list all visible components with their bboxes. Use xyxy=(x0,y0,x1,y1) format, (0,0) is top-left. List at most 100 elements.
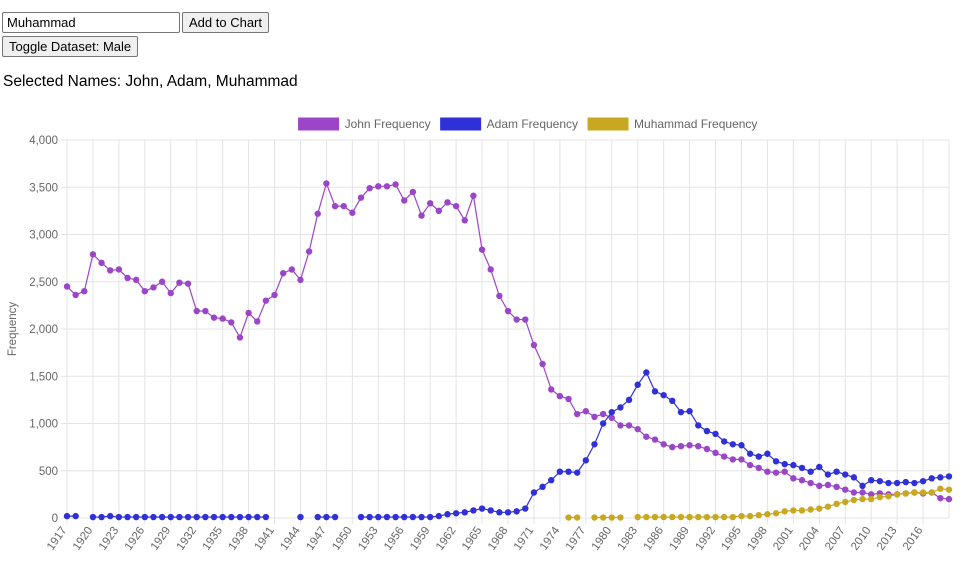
john-frequency-point xyxy=(349,209,356,216)
adam-frequency-point xyxy=(89,513,97,521)
john-frequency-point xyxy=(167,289,174,297)
john-frequency-point xyxy=(470,192,477,199)
john-frequency-point xyxy=(548,386,555,393)
x-tick-label: 1917 xyxy=(45,525,70,553)
adam-frequency-point xyxy=(202,513,209,521)
adam-frequency-point xyxy=(167,513,174,521)
adam-frequency-point xyxy=(141,513,149,521)
adam-frequency-point xyxy=(176,513,183,521)
adam-frequency-point xyxy=(150,513,157,521)
john-frequency-point xyxy=(236,334,244,341)
x-tick-label: 2001 xyxy=(771,525,796,553)
john-frequency-point xyxy=(115,266,123,273)
john-frequency-point xyxy=(781,468,788,475)
john-frequency-point xyxy=(608,414,615,422)
x-tick-label: 1989 xyxy=(668,525,693,553)
john-frequency-point xyxy=(504,307,512,315)
john-frequency-point xyxy=(89,251,97,258)
john-frequency-point xyxy=(746,461,754,469)
muhammad-frequency-point xyxy=(608,514,615,521)
x-tick-label: 1995 xyxy=(719,525,744,553)
muhammad-frequency-point xyxy=(755,511,762,519)
muhammad-frequency-point xyxy=(798,507,806,514)
john-frequency-point xyxy=(695,442,702,450)
john-frequency-point xyxy=(677,442,685,450)
john-frequency-point xyxy=(176,279,183,286)
muhammad-frequency-series xyxy=(565,485,953,521)
adam-frequency-point xyxy=(297,513,304,521)
john-frequency-point xyxy=(634,425,641,433)
adam-frequency-point xyxy=(63,512,71,520)
john-frequency-point xyxy=(720,453,728,460)
chart-legend: John Frequency Adam Frequency Muhammad Fre… xyxy=(298,117,757,131)
muhammad-frequency-point xyxy=(893,491,901,498)
john-frequency-point xyxy=(867,491,875,498)
adam-frequency-point xyxy=(902,478,909,486)
adam-frequency-point xyxy=(824,471,832,478)
john-frequency-point xyxy=(703,445,711,453)
john-frequency-point xyxy=(850,489,858,496)
x-tick-label: 1968 xyxy=(486,525,511,553)
x-tick-label: 1992 xyxy=(693,525,718,553)
john-frequency-point xyxy=(755,464,762,472)
john-frequency-point xyxy=(738,456,745,463)
john-frequency-point xyxy=(643,433,650,440)
adam-frequency-point xyxy=(115,513,123,521)
adam-frequency-point xyxy=(573,469,581,476)
muhammad-frequency-point xyxy=(928,489,935,496)
adam-frequency-point xyxy=(850,474,858,481)
john-frequency-point xyxy=(245,309,252,317)
john-frequency-swatch xyxy=(298,117,340,131)
x-tick-label: 1947 xyxy=(304,525,329,553)
john-frequency-point xyxy=(297,276,304,284)
adam-frequency-point xyxy=(643,369,650,376)
x-tick-label: 1977 xyxy=(564,525,589,553)
muhammad-frequency-point xyxy=(738,512,745,520)
john-frequency-point xyxy=(81,288,88,295)
john-frequency-point xyxy=(651,436,659,443)
toggle-dataset-button[interactable]: Toggle Dataset: Male xyxy=(2,36,139,57)
x-tick-label: 1986 xyxy=(642,525,667,553)
adam-frequency-point xyxy=(781,460,788,468)
adam-frequency-point xyxy=(660,391,667,399)
name-input[interactable] xyxy=(2,12,180,33)
john-frequency-point xyxy=(712,449,719,456)
x-tick-label: 1962 xyxy=(434,525,459,553)
john-frequency-point xyxy=(107,267,114,274)
x-tick-label: 2010 xyxy=(849,525,874,553)
john-frequency-point xyxy=(599,410,607,418)
adam-frequency-point xyxy=(712,430,719,438)
x-tick-label: 1959 xyxy=(408,525,433,553)
john-frequency-point xyxy=(401,197,408,204)
adam-frequency-point xyxy=(556,468,564,475)
muhammad-frequency-point xyxy=(660,513,667,521)
adam-frequency-point xyxy=(366,513,373,521)
muhammad-frequency-point xyxy=(859,495,866,503)
adam-frequency-point xyxy=(945,473,953,480)
add-to-chart-button[interactable]: Add to Chart xyxy=(182,12,269,33)
john-frequency-point xyxy=(729,456,737,463)
x-tick-label: 2016 xyxy=(901,525,926,553)
adam-frequency-point xyxy=(461,509,468,516)
john-frequency-point xyxy=(219,315,226,322)
john-frequency-point xyxy=(807,479,814,487)
adam-frequency-point xyxy=(772,458,780,465)
adam-frequency-point xyxy=(98,513,105,521)
muhammad-frequency-swatch xyxy=(587,117,629,131)
adam-frequency-point xyxy=(686,408,693,415)
adam-frequency-point xyxy=(677,408,685,416)
y-tick-label: 0 xyxy=(52,513,58,525)
adam-frequency-point xyxy=(314,513,321,521)
muhammad-frequency-point xyxy=(764,511,771,518)
x-axis: 1917 1920 1923 1926 1929 1932 1935 1938 1941 1944… xyxy=(45,524,926,552)
john-frequency-point xyxy=(193,307,200,315)
john-frequency-point xyxy=(331,202,339,210)
name-entry-row: Add to Chart xyxy=(2,12,269,33)
adam-frequency-point xyxy=(798,464,806,472)
adam-frequency-point xyxy=(504,509,512,516)
adam-frequency-point xyxy=(513,508,520,515)
adam-frequency-point xyxy=(876,477,884,485)
john-frequency-point xyxy=(513,316,520,323)
adam-frequency-point xyxy=(219,513,226,521)
adam-frequency-point xyxy=(193,513,200,521)
